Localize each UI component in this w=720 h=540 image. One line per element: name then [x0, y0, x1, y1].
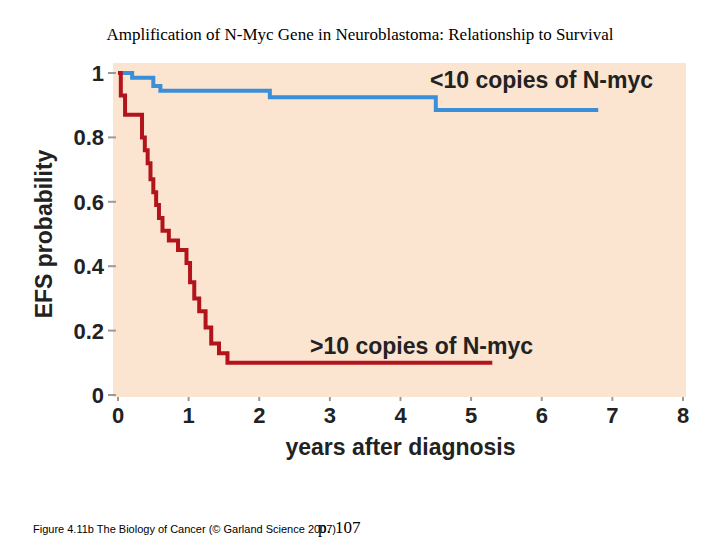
x-tick	[329, 397, 331, 401]
y-tick	[108, 330, 116, 332]
plot-background	[113, 63, 686, 397]
y-tick-label: 0.6	[73, 190, 104, 215]
title: Amplification of N-Myc Gene in Neuroblas…	[106, 25, 613, 44]
y-tick-label: 0.8	[73, 125, 104, 150]
chart: Amplification of N-Myc Gene in Neuroblas…	[0, 0, 720, 540]
legend-entry: <10 copies of N-myc	[430, 67, 653, 93]
y-axis-label: EFS probability	[31, 149, 57, 318]
legend-entry: >10 copies of N-myc	[310, 333, 533, 359]
x-tick	[470, 397, 472, 401]
x-tick-label: 4	[394, 403, 407, 428]
y-tick	[108, 394, 116, 396]
y-tick	[108, 136, 116, 138]
y-tick-label: 1	[92, 61, 104, 86]
x-tick-label: 7	[606, 403, 618, 428]
x-tick	[258, 397, 260, 401]
x-axis-label: years after diagnosis	[285, 434, 515, 460]
x-tick-label: 0	[112, 403, 124, 428]
x-tick	[188, 397, 190, 401]
y-tick-label: 0.2	[73, 319, 104, 344]
x-tick	[611, 397, 613, 401]
series-group	[118, 73, 598, 363]
x-tick-label: 5	[465, 403, 477, 428]
y-tick-label: 0.4	[73, 254, 104, 279]
y-tick	[108, 265, 116, 267]
page-number: p. 107	[318, 518, 361, 537]
footer: Figure 4.11b The Biology of Cancer (© Ga…	[33, 523, 336, 535]
x-tick-label: 1	[183, 403, 195, 428]
y-tick-label: 0	[92, 383, 104, 408]
x-tick	[400, 397, 402, 401]
y-tick	[108, 201, 116, 203]
series-line	[118, 73, 492, 363]
x-tick-label: 2	[253, 403, 265, 428]
x-tick	[682, 397, 684, 401]
x-tick-label: 3	[324, 403, 336, 428]
x-tick-label: 8	[677, 403, 689, 428]
x-tick-label: 6	[536, 403, 548, 428]
x-tick	[117, 397, 119, 401]
x-tick	[541, 397, 543, 401]
y-tick	[108, 72, 116, 74]
